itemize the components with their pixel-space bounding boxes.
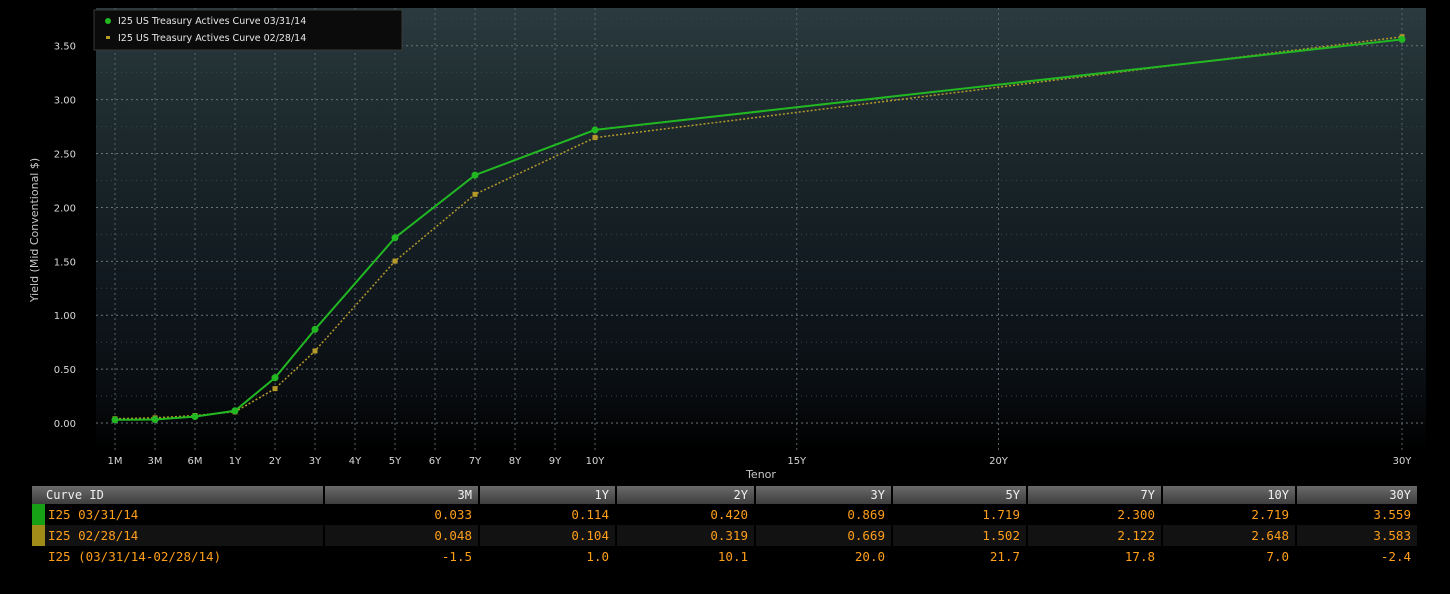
table-cell: 3.559 (1296, 504, 1419, 525)
curve-data-table: Curve ID 3M 1Y 2Y 3Y 5Y 7Y 10Y 30Y I25 0… (32, 486, 1419, 567)
header-10y[interactable]: 10Y (1162, 486, 1297, 504)
x-tick-label: 15Y (787, 456, 807, 467)
x-tick-label: 8Y (509, 456, 522, 467)
x-axis-title: Tenor (745, 468, 776, 480)
y-tick-label: 2.00 (54, 203, 76, 214)
table-cell: 0.033 (324, 504, 480, 525)
x-tick-label: 1M (108, 456, 123, 467)
series-1-point (1398, 35, 1406, 43)
x-tick-label: 6Y (429, 456, 442, 467)
series-color-swatch (32, 525, 45, 546)
table-cell: 17.8 (1027, 546, 1163, 567)
legend-entry-2: I25 US Treasury Actives Curve 02/28/14 (118, 33, 306, 44)
series-1-point (391, 234, 399, 242)
series-layer (111, 34, 1406, 424)
x-tick-label: 10Y (586, 456, 606, 467)
x-tick-labels: 1M 3M 6M 1Y 2Y 3Y 4Y 5Y 6Y 7Y 8Y 9Y 10Y 15Y 20Y 30Y (108, 456, 1413, 467)
series-1-point (471, 171, 479, 179)
table-cell: -2.4 (1296, 546, 1419, 567)
header-7y[interactable]: 7Y (1027, 486, 1163, 504)
legend: I25 US Treasury Actives Curve 03/31/14 I… (93, 9, 403, 51)
series-1-point (231, 407, 239, 415)
y-tick-labels: 0.00 0.50 1.00 1.50 2.00 2.50 3.00 3.50 (54, 42, 76, 430)
series-line-2 (114, 36, 1403, 420)
y-tick-label: 0.50 (54, 365, 76, 376)
table-cell: 20.0 (755, 546, 893, 567)
table-cell: 0.420 (616, 504, 756, 525)
table-cell: 0.869 (755, 504, 893, 525)
series-line-1 (114, 38, 1403, 421)
series-1-point (191, 413, 199, 421)
plot-background (96, 8, 1426, 450)
yield-curve-chart: 0.00 0.50 1.00 1.50 2.00 2.50 3.00 3.50 1M 3M 6M 1… (28, 8, 1426, 480)
y-tick-label: 3.50 (54, 42, 76, 53)
table-cell: 2.300 (1027, 504, 1163, 525)
table-row[interactable]: I25 (03/31/14-02/28/14) -1.5 1.0 10.1 20… (32, 546, 1419, 567)
table-cell: 2.648 (1162, 525, 1297, 546)
series-1-point (311, 325, 319, 333)
chart-svg: 0.000.501.001.502.002.503.003.50 1M 3M 6M 1… (28, 8, 1426, 480)
table-cell: 2.122 (1027, 525, 1163, 546)
grid-layer (96, 8, 1426, 450)
header-3y[interactable]: 3Y (755, 486, 893, 504)
table-cell: 1.719 (892, 504, 1028, 525)
series-2-point (272, 386, 278, 392)
table-cell: 7.0 (1162, 546, 1297, 567)
row-curve-id: I25 (03/31/14-02/28/14) (32, 546, 325, 567)
table-cell: 0.669 (755, 525, 893, 546)
table-cell: 10.1 (616, 546, 756, 567)
y-tick-label: 1.50 (54, 257, 76, 268)
series-1-point (591, 126, 599, 134)
table-header-row: Curve ID 3M 1Y 2Y 3Y 5Y 7Y 10Y 30Y (32, 486, 1419, 504)
table-cell: -1.5 (324, 546, 480, 567)
table-cell: 0.319 (616, 525, 756, 546)
table-cell: 0.114 (479, 504, 617, 525)
table-cell: 1.0 (479, 546, 617, 567)
x-tick-label: 4Y (349, 456, 362, 467)
x-tick-label: 3M (148, 456, 163, 467)
y-tick-label: 1.00 (54, 311, 76, 322)
series-1-point (111, 416, 119, 424)
series-2-point (392, 258, 398, 264)
table-cell: 2.719 (1162, 504, 1297, 525)
y-tick-label: 3.00 (54, 96, 76, 107)
series-1-point (151, 415, 159, 423)
table-cell: 0.104 (479, 525, 617, 546)
table-row[interactable]: I25 03/31/14 0.033 0.114 0.420 0.869 1.7… (32, 504, 1419, 525)
header-30y[interactable]: 30Y (1296, 486, 1419, 504)
header-curve-id[interactable]: Curve ID (32, 486, 325, 504)
table-cell: 1.502 (892, 525, 1028, 546)
x-tick-label: 30Y (1393, 456, 1413, 467)
series-color-swatch (32, 504, 45, 525)
x-tick-label: 6M (188, 456, 203, 467)
series-2-point (592, 135, 598, 141)
header-3m[interactable]: 3M (324, 486, 480, 504)
series-2-point (472, 191, 478, 197)
row-curve-id: I25 02/28/14 (32, 525, 325, 546)
legend-marker-1 (105, 18, 111, 24)
x-tick-label: 20Y (989, 456, 1009, 467)
table-cell: 0.048 (324, 525, 480, 546)
header-2y[interactable]: 2Y (616, 486, 756, 504)
x-tick-label: 5Y (389, 456, 402, 467)
row-curve-id: I25 03/31/14 (32, 504, 325, 525)
table-cell: 21.7 (892, 546, 1028, 567)
y-tick-label: 2.50 (54, 150, 76, 161)
header-5y[interactable]: 5Y (892, 486, 1028, 504)
legend-marker-2 (106, 36, 110, 39)
series-1-point (271, 374, 279, 382)
x-tick-label: 3Y (309, 456, 322, 467)
x-tick-label: 7Y (469, 456, 482, 467)
header-1y[interactable]: 1Y (479, 486, 617, 504)
x-tick-label: 9Y (549, 456, 562, 467)
x-tick-label: 1Y (229, 456, 242, 467)
table-cell: 3.583 (1296, 525, 1419, 546)
y-tick-label: 0.00 (54, 419, 76, 430)
legend-entry-1: I25 US Treasury Actives Curve 03/31/14 (118, 16, 306, 27)
table-row[interactable]: I25 02/28/14 0.048 0.104 0.319 0.669 1.5… (32, 525, 1419, 546)
series-2-point (312, 348, 318, 354)
y-axis-title: Yield (Mid Conventional $) (28, 158, 41, 303)
x-tick-label: 2Y (269, 456, 282, 467)
